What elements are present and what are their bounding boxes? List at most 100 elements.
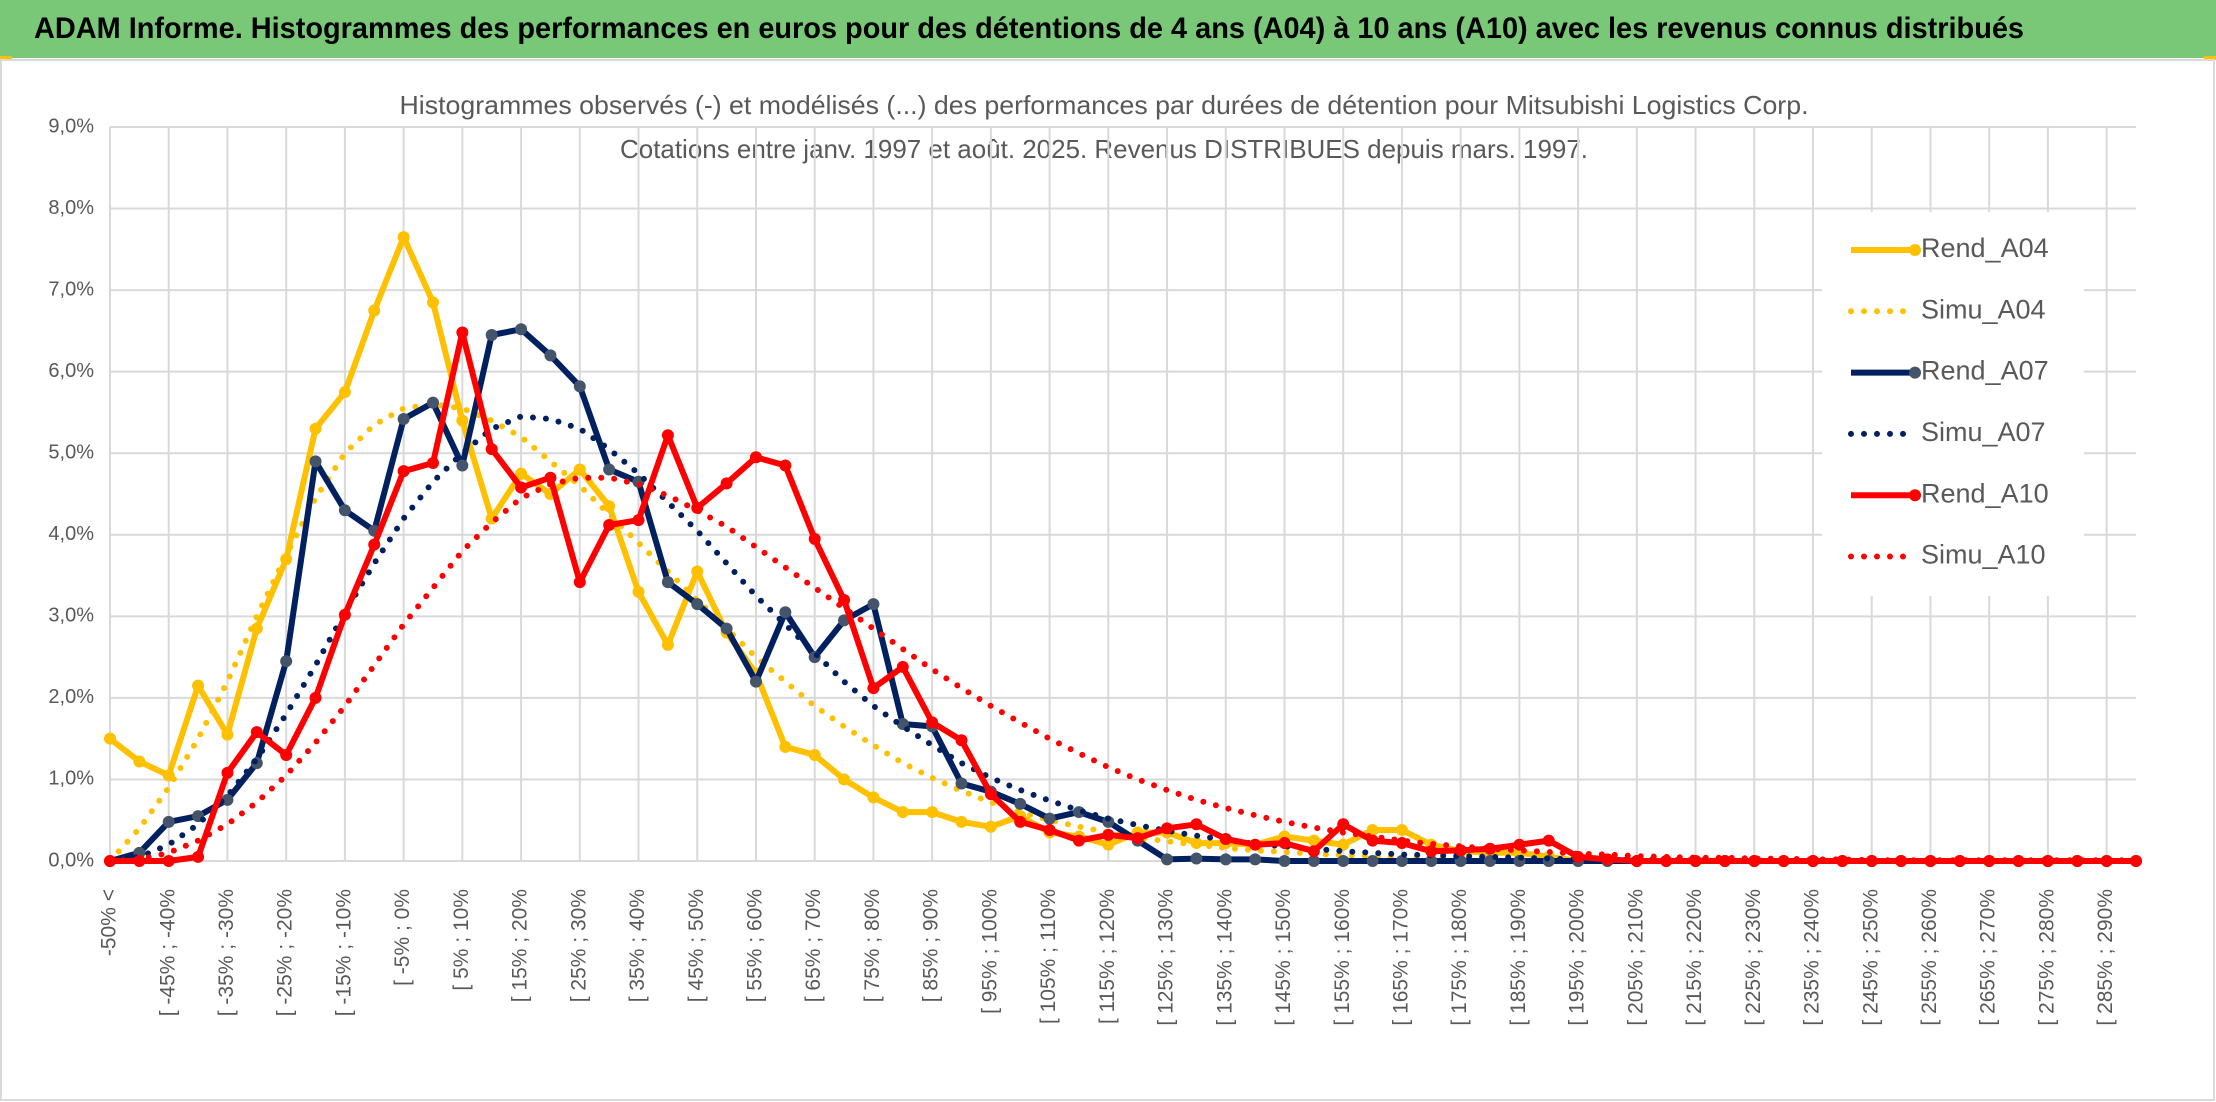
point <box>162 815 175 828</box>
point <box>661 638 674 651</box>
point <box>1278 837 1291 850</box>
point <box>250 726 263 739</box>
x-tick-label: [ 285% ; 290% <box>2094 889 2117 1026</box>
point <box>1219 853 1232 866</box>
x-tick-label: [ 155% ; 160% <box>1331 889 1354 1026</box>
point <box>1337 855 1350 867</box>
x-tick-label: [ 225% ; 230% <box>1742 889 1765 1026</box>
point <box>1601 853 1614 866</box>
legend-marker <box>1909 244 1921 256</box>
legend-label: Rend_A04 <box>1921 233 2049 263</box>
point <box>926 806 939 819</box>
x-tick-label: [ 205% ; 210% <box>1624 889 1647 1026</box>
point <box>1337 818 1350 831</box>
header-bar <box>0 0 2216 58</box>
point <box>515 323 528 336</box>
point <box>426 396 439 409</box>
x-tick-label: [ 255% ; 260% <box>1918 889 1941 1026</box>
point <box>779 459 792 472</box>
point <box>1102 838 1115 851</box>
point <box>838 773 851 786</box>
point <box>2071 855 2084 867</box>
point <box>544 349 557 362</box>
y-tick-label: 9,0% <box>48 115 94 137</box>
x-tick-label: [ 265% ; 270% <box>1977 889 2000 1026</box>
chart-subtitle: Cotations entre janv. 1997 et août. 2025… <box>620 134 1588 164</box>
point <box>221 728 234 741</box>
point <box>603 463 616 476</box>
point <box>515 481 528 494</box>
y-tick-label: 5,0% <box>48 442 94 464</box>
point <box>691 565 704 578</box>
point <box>1190 852 1203 865</box>
x-tick-label: [ 75% ; 80% <box>861 889 884 1002</box>
corner <box>2204 56 2216 60</box>
y-tick-label: 3,0% <box>48 605 94 627</box>
point <box>221 793 234 806</box>
y-tick-label: 6,0% <box>48 360 94 382</box>
point <box>573 463 586 476</box>
point <box>691 598 704 611</box>
x-tick-label: -50% < <box>98 889 121 956</box>
x-tick-label: [ 85% ; 90% <box>920 889 943 1002</box>
point <box>309 455 322 468</box>
x-tick-label: [ 5% ; 10% <box>450 889 473 991</box>
point <box>867 791 880 804</box>
point <box>808 748 821 761</box>
y-tick-label: 4,0% <box>48 523 94 545</box>
x-tick-label: [ 45% ; 50% <box>685 889 708 1002</box>
x-tick-label: [ 115% ; 120% <box>1096 889 1119 1024</box>
legend-label: Rend_A07 <box>1921 356 2049 386</box>
point <box>1307 855 1320 867</box>
point <box>368 304 381 317</box>
point <box>426 457 439 470</box>
y-tick-label: 8,0% <box>48 197 94 219</box>
point <box>456 326 469 339</box>
point <box>515 467 528 480</box>
x-tick-label: [ -25% ; -20% <box>274 889 297 1016</box>
point <box>338 386 351 399</box>
x-tick-label: [ 175% ; 180% <box>1448 889 1471 1026</box>
x-tick-label: [ 195% ; 200% <box>1566 889 1589 1026</box>
point <box>456 414 469 427</box>
x-tick-label: [ 235% ; 240% <box>1801 889 1824 1026</box>
point <box>426 296 439 309</box>
point <box>485 328 498 341</box>
point <box>1043 812 1056 825</box>
point <box>192 850 205 863</box>
y-tick-label: 1,0% <box>48 768 94 790</box>
point <box>250 622 263 635</box>
chart-title: Histogrammes observés (-) et modélisés (… <box>400 90 1809 120</box>
point <box>1953 855 1966 867</box>
point <box>280 655 293 668</box>
point <box>1043 824 1056 837</box>
point <box>573 576 586 589</box>
x-tick-label: [ -15% ; -10% <box>332 889 355 1016</box>
point <box>955 734 968 747</box>
x-tick-label: [ 95% ; 100% <box>978 889 1001 1014</box>
point <box>1542 834 1555 847</box>
point <box>603 518 616 531</box>
point <box>397 231 410 244</box>
point <box>368 538 381 551</box>
point <box>1366 824 1379 837</box>
x-tick-label: [ 65% ; 70% <box>802 889 825 1002</box>
point <box>397 412 410 425</box>
point <box>720 477 733 490</box>
x-tick-label: [ 15% ; 20% <box>509 889 532 1002</box>
point <box>926 716 939 729</box>
x-tick-label: [ 145% ; 150% <box>1272 889 1295 1026</box>
point <box>1014 815 1027 828</box>
point <box>632 585 645 598</box>
point <box>162 855 175 867</box>
point <box>280 748 293 761</box>
x-tick-label: [ 275% ; 280% <box>2035 889 2058 1026</box>
point <box>984 820 997 833</box>
x-tick-label: [ 185% ; 190% <box>1507 889 1530 1026</box>
point <box>603 500 616 513</box>
point <box>104 732 116 745</box>
point <box>309 422 322 435</box>
point <box>779 740 792 753</box>
x-tick-label: [ -5% ; 0% <box>391 889 414 986</box>
point <box>1307 834 1320 847</box>
